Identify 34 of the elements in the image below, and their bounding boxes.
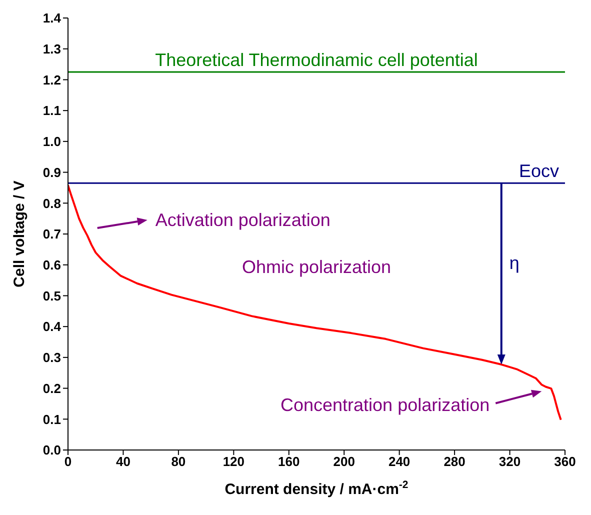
x-tick-label: 120 bbox=[222, 454, 245, 470]
y-tick-label: 0.6 bbox=[42, 257, 61, 272]
line-series bbox=[68, 184, 562, 421]
annotation: Activation polarization bbox=[155, 210, 330, 230]
x-tick-label: 320 bbox=[498, 454, 521, 470]
y-tick-label: 0.4 bbox=[42, 319, 62, 334]
y-tick-label: 0.5 bbox=[42, 288, 61, 304]
x-tick-label: 280 bbox=[444, 454, 466, 470]
ref-line-label: Eocv bbox=[518, 161, 559, 182]
annotation: η bbox=[509, 252, 520, 273]
annotation: Concentration polarization bbox=[280, 395, 490, 416]
x-tick-label: 360 bbox=[554, 454, 576, 470]
x-tick-label: 0 bbox=[64, 454, 72, 470]
y-tick-label: 0.1 bbox=[42, 412, 61, 427]
y-tick-label: 0.7 bbox=[42, 226, 61, 242]
annotation: Ohmic polarization bbox=[242, 257, 392, 278]
y-tick-label: 1.3 bbox=[42, 41, 61, 56]
y-tick-label: 0.2 bbox=[42, 380, 61, 396]
y-tick-label: 0.0 bbox=[42, 442, 61, 458]
y-tick-label: 1.2 bbox=[42, 72, 61, 88]
y-tick-label: 1.1 bbox=[42, 103, 61, 118]
y-tick-label: 0.8 bbox=[42, 196, 61, 211]
x-tick-label: 160 bbox=[278, 454, 300, 470]
y-tick-label: 0.3 bbox=[42, 350, 61, 366]
x-tick-label: 240 bbox=[388, 454, 410, 470]
y-tick-label: 1.0 bbox=[42, 134, 61, 150]
ref-line-label: Theoretical Thermodinamic cell potential bbox=[155, 50, 478, 70]
x-axis-title: Current density / mA·cm$^{-2}$ bbox=[224, 479, 408, 498]
y-tick-label: 1.4 bbox=[42, 10, 62, 26]
x-tick-label: 200 bbox=[333, 454, 355, 470]
x-tick-label: 80 bbox=[171, 454, 186, 470]
y-tick-label: 0.9 bbox=[42, 164, 61, 180]
y-axis-title: Cell voltage / V bbox=[11, 180, 28, 288]
x-tick-label: 40 bbox=[116, 454, 130, 470]
